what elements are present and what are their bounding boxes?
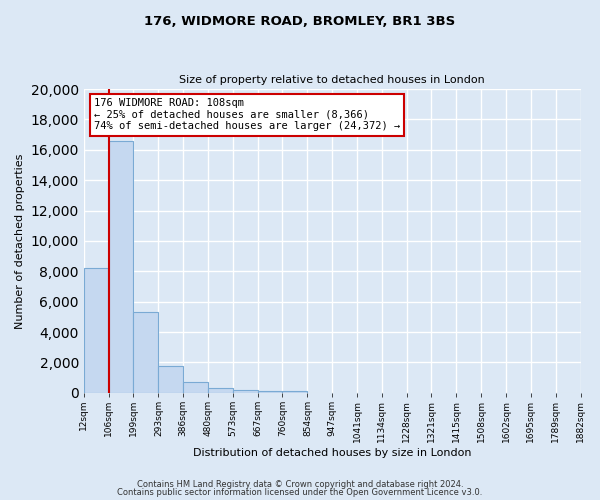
Text: 176, WIDMORE ROAD, BROMLEY, BR1 3BS: 176, WIDMORE ROAD, BROMLEY, BR1 3BS: [145, 15, 455, 28]
Bar: [158, 366, 183, 393]
Bar: [183, 382, 208, 393]
Text: 176 WIDMORE ROAD: 108sqm
← 25% of detached houses are smaller (8,366)
74% of sem: 176 WIDMORE ROAD: 108sqm ← 25% of detach…: [94, 98, 400, 132]
Bar: [208, 388, 233, 393]
Title: Size of property relative to detached houses in London: Size of property relative to detached ho…: [179, 76, 485, 86]
Bar: [109, 140, 133, 393]
Bar: [258, 390, 283, 393]
Y-axis label: Number of detached properties: Number of detached properties: [15, 154, 25, 328]
Bar: [84, 268, 109, 393]
Text: Contains public sector information licensed under the Open Government Licence v3: Contains public sector information licen…: [118, 488, 482, 497]
X-axis label: Distribution of detached houses by size in London: Distribution of detached houses by size …: [193, 448, 472, 458]
Text: Contains HM Land Registry data © Crown copyright and database right 2024.: Contains HM Land Registry data © Crown c…: [137, 480, 463, 489]
Bar: [233, 390, 257, 393]
Bar: [133, 312, 158, 393]
Bar: [283, 391, 307, 393]
